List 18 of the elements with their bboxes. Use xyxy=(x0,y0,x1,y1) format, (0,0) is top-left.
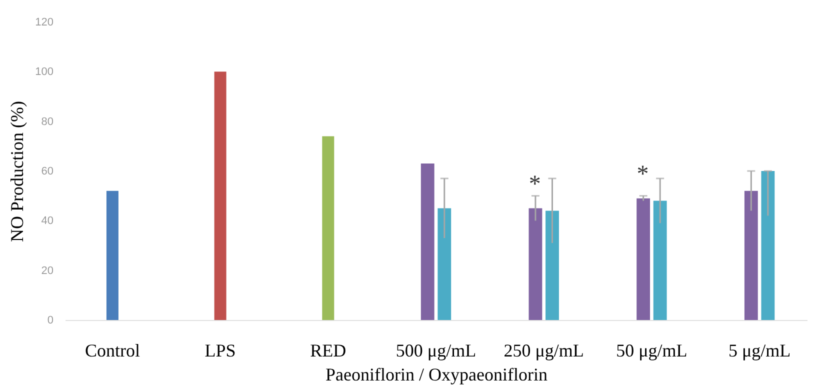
y-tick-label: 80 xyxy=(41,116,54,128)
annotation: * xyxy=(528,171,541,198)
y-axis-title: NO Production (%) xyxy=(7,101,28,242)
y-tick-label: 40 xyxy=(41,215,54,228)
y-tick-label: 20 xyxy=(41,264,54,277)
x-tick-label: LPS xyxy=(204,340,236,360)
y-tick-label: 120 xyxy=(35,16,54,28)
y-tick-label: 0 xyxy=(47,314,54,326)
x-tick-label: 5 μg/mL xyxy=(728,340,791,360)
x-tick-label: 250 μg/mL xyxy=(504,340,584,360)
x-tick-label: RED xyxy=(310,340,346,360)
annotation: * xyxy=(636,161,649,188)
x-tick-label: 50 μg/mL xyxy=(616,340,688,360)
x-tick-label: Control xyxy=(84,340,140,360)
y-tick-label: 60 xyxy=(41,166,54,178)
x-axis-title: Paeoniflorin / Oxypaeoniflorin xyxy=(326,364,548,384)
y-tick-label: 100 xyxy=(35,66,54,78)
x-tick-label: 500 μg/mL xyxy=(396,340,476,360)
